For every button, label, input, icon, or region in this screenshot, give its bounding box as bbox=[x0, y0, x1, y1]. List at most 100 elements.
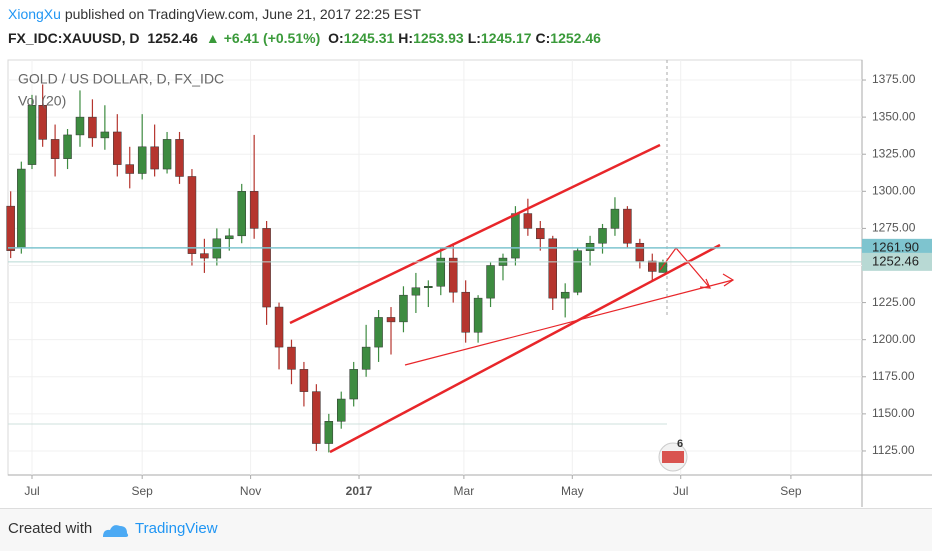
candle-body bbox=[648, 260, 657, 272]
chart-subtitle: Vol (20) bbox=[18, 93, 66, 109]
y-tick-label: 1275.00 bbox=[872, 221, 916, 235]
candle-body bbox=[635, 242, 645, 262]
candle-body bbox=[658, 261, 668, 273]
candle-body bbox=[262, 228, 271, 308]
candle-body bbox=[162, 139, 172, 170]
ohlc-label: H: bbox=[398, 30, 414, 46]
y-tick-label: 1175.00 bbox=[872, 369, 915, 383]
y-tick-label: 1300.00 bbox=[872, 183, 916, 197]
y-tick-label: 1325.00 bbox=[872, 146, 916, 160]
chart-title: GOLD / US DOLLAR, D, FX_IDC bbox=[18, 71, 224, 87]
candle-body bbox=[536, 228, 545, 240]
x-tick-label: May bbox=[561, 484, 584, 498]
candle-body bbox=[274, 306, 284, 348]
price-badge-label: 1261.90 bbox=[872, 239, 919, 254]
channel-lower bbox=[329, 243, 721, 454]
y-tick-label: 1225.00 bbox=[872, 295, 916, 309]
arrow-head bbox=[699, 278, 711, 289]
last: 1252.46 bbox=[147, 30, 198, 46]
candle-body bbox=[623, 208, 632, 244]
candle-body bbox=[548, 238, 557, 299]
drawings bbox=[289, 143, 735, 454]
candle-body bbox=[75, 116, 85, 136]
footer: Created with TradingView bbox=[0, 508, 932, 551]
candle-body bbox=[137, 146, 147, 174]
trend-line bbox=[404, 279, 734, 366]
user[interactable]: XiongXu bbox=[8, 6, 61, 22]
candle-body bbox=[573, 250, 582, 293]
event-icon[interactable]: 6 bbox=[658, 438, 688, 472]
x-tick-label: 2017 bbox=[346, 484, 373, 498]
candles bbox=[6, 84, 668, 453]
candle-body bbox=[27, 105, 37, 165]
event-badge: 6 bbox=[677, 438, 683, 450]
ohlc-value: 1253.93 bbox=[413, 30, 464, 46]
y-tick-label: 1200.00 bbox=[872, 332, 916, 346]
candle-body bbox=[113, 131, 122, 165]
candle-body bbox=[374, 317, 383, 348]
candle-body bbox=[523, 213, 533, 229]
candle-body bbox=[436, 257, 446, 287]
candle-body bbox=[249, 191, 259, 229]
candle-body bbox=[560, 291, 570, 299]
chart: 6 GOLD / US DOLLAR, D, FX_IDC Vol (20) 1… bbox=[6, 59, 932, 507]
candle-body bbox=[486, 265, 495, 299]
candle-body bbox=[50, 139, 60, 159]
candle-body bbox=[200, 253, 209, 259]
channel-upper bbox=[289, 143, 661, 325]
grid bbox=[8, 60, 862, 475]
candle-body bbox=[349, 369, 358, 400]
x-tick-label: Sep bbox=[780, 484, 802, 498]
logo bbox=[103, 525, 129, 537]
candle-body bbox=[473, 297, 483, 333]
x-tick-label: Jul bbox=[24, 484, 39, 498]
candle-body bbox=[411, 287, 421, 296]
candle-body bbox=[461, 291, 470, 333]
ohlc-value: 1245.31 bbox=[343, 30, 395, 46]
candle-body bbox=[299, 369, 309, 392]
y-tick-label: 1125.00 bbox=[872, 443, 915, 457]
candle-body bbox=[187, 176, 197, 254]
candle-body bbox=[610, 208, 620, 229]
candle-body bbox=[336, 398, 346, 422]
plot-frame bbox=[7, 59, 863, 476]
candle-body bbox=[312, 391, 321, 444]
ohlc: O:1245.31 H:1253.93 L:1245.17 C:1252.46 bbox=[328, 30, 605, 46]
candle-body bbox=[424, 286, 433, 289]
x-tick-label: Jul bbox=[673, 484, 688, 498]
x-tick-label: Mar bbox=[454, 484, 475, 498]
y-tick-label: 1350.00 bbox=[872, 109, 916, 123]
candle-body bbox=[448, 257, 458, 293]
y-tick-label: 1150.00 bbox=[872, 406, 915, 420]
candle-body bbox=[63, 134, 72, 159]
ohlc-value: 1252.46 bbox=[550, 30, 601, 46]
arrow: ▲ bbox=[205, 30, 220, 46]
arrow-head bbox=[722, 273, 735, 287]
x-tick-label: Sep bbox=[132, 484, 154, 498]
ohlc-label: C: bbox=[535, 30, 551, 46]
candle-body bbox=[361, 346, 371, 370]
candle-body bbox=[585, 242, 595, 251]
candle-body bbox=[125, 164, 134, 174]
symbol: FX_IDC:XAUUSD, D bbox=[8, 30, 140, 46]
y-tick-label: 1375.00 bbox=[872, 72, 916, 86]
price-badge-label: 1252.46 bbox=[872, 253, 919, 268]
candle-body bbox=[386, 317, 396, 323]
change: +6.41 (+0.51%) bbox=[223, 30, 321, 46]
ohlc-label: L: bbox=[467, 30, 481, 46]
candle-body bbox=[100, 131, 110, 139]
candle-body bbox=[598, 228, 607, 244]
candle-body bbox=[287, 346, 296, 370]
candle-body bbox=[150, 146, 159, 170]
x-tick-label: Nov bbox=[240, 484, 261, 498]
price-badge bbox=[862, 238, 932, 257]
candle-body bbox=[237, 191, 246, 237]
candle-body bbox=[175, 139, 184, 177]
published: published on TradingView.com, June 21, 2… bbox=[64, 6, 422, 22]
candle-body bbox=[225, 235, 234, 240]
ohlc-label: O: bbox=[328, 30, 344, 46]
event-flag bbox=[662, 451, 684, 463]
brand[interactable]: TradingView bbox=[135, 520, 218, 537]
ohlc-value: 1245.17 bbox=[480, 30, 532, 46]
